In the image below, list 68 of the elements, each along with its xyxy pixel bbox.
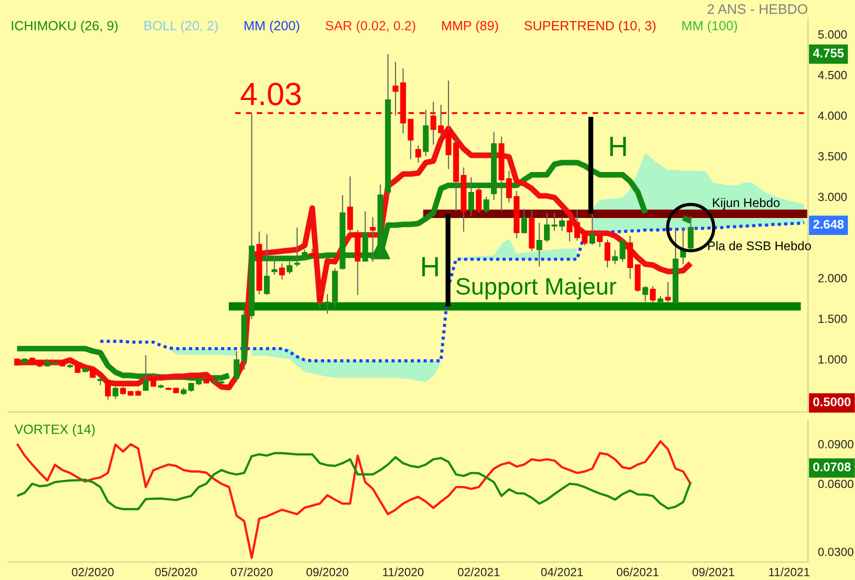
annotation: 4.755 bbox=[812, 48, 844, 58]
ref-line-label: 4.03 bbox=[240, 82, 301, 106]
x-tick-label: 04/2021 bbox=[541, 568, 583, 576]
text: MM (200) bbox=[244, 20, 300, 33]
y-tick-label: 0.0600 bbox=[818, 480, 854, 488]
x-tick-label: 09/2021 bbox=[692, 568, 734, 576]
legend-label: MMP (89) bbox=[442, 20, 498, 33]
candlestick bbox=[150, 372, 156, 388]
legend-label: BOLL (20, 2) bbox=[144, 20, 218, 33]
candlestick bbox=[650, 286, 656, 303]
candlestick bbox=[279, 262, 285, 280]
candlestick bbox=[347, 176, 353, 234]
annotation: 2.648 bbox=[813, 220, 844, 229]
candlestick bbox=[294, 227, 300, 268]
y-tick-label: 0.0900 bbox=[818, 440, 854, 448]
candlestick bbox=[536, 222, 542, 268]
x-tick-label: 11/2020 bbox=[383, 568, 424, 576]
annotation: H bbox=[422, 257, 438, 276]
candlestick bbox=[604, 239, 610, 268]
text: 0.0708 bbox=[813, 462, 851, 472]
x-tick-label: 11/2021 bbox=[769, 568, 810, 576]
candlestick bbox=[665, 281, 671, 303]
candlestick bbox=[105, 378, 111, 400]
line-series bbox=[16, 452, 692, 510]
y-tick-label: 4.000 bbox=[818, 112, 847, 120]
line-series bbox=[16, 440, 692, 559]
candlestick bbox=[264, 234, 270, 296]
candlestick bbox=[468, 176, 474, 217]
text: 0.5000 bbox=[813, 397, 851, 406]
candlestick bbox=[566, 217, 572, 242]
candlestick bbox=[642, 286, 648, 302]
text: ICHIMOKU (26, 9) bbox=[12, 20, 118, 33]
candlestick bbox=[90, 366, 96, 378]
y-tick-label: 5.000 bbox=[818, 30, 847, 39]
y-tick-label: 1.000 bbox=[818, 355, 847, 364]
y-tick-label: 1.500 bbox=[818, 314, 847, 323]
x-tick-label: 02/2021 bbox=[458, 568, 500, 576]
text: SUPERTREND (10, 3) bbox=[524, 20, 656, 33]
y-tick-label: 3.000 bbox=[818, 192, 847, 202]
y-tick-label: 4.500 bbox=[818, 70, 847, 80]
candlestick bbox=[415, 144, 422, 164]
x-tick-label: 07/2020 bbox=[230, 568, 273, 576]
legend-label: SAR (0.02, 0.2) bbox=[326, 20, 416, 33]
y-tick-label: 0.0300 bbox=[818, 548, 854, 556]
candlestick bbox=[286, 261, 292, 274]
candlestick bbox=[476, 187, 482, 214]
candlestick bbox=[316, 292, 323, 310]
x-tick-label: 09/2020 bbox=[306, 568, 348, 576]
x-tick-label: 05/2020 bbox=[155, 568, 197, 576]
candlestick bbox=[574, 209, 580, 242]
ref-line-label: Support Majeur bbox=[456, 277, 616, 300]
candlestick bbox=[582, 229, 588, 246]
y-tick-label: 2.000 bbox=[818, 274, 847, 282]
candlestick bbox=[408, 118, 414, 160]
annotation: H bbox=[610, 136, 626, 156]
x-tick-label: 06/2021 bbox=[616, 568, 658, 576]
legend-label: MM (100) bbox=[682, 20, 738, 33]
candlestick bbox=[112, 386, 118, 400]
candlestick bbox=[370, 216, 376, 262]
candlestick bbox=[521, 208, 528, 234]
chart-title: 2 ANS - HEBDO bbox=[708, 4, 808, 14]
candlestick bbox=[483, 196, 490, 214]
y-tick-label: 3.500 bbox=[818, 152, 847, 160]
chart-title: VORTEX (14) bbox=[14, 424, 95, 437]
candlestick bbox=[596, 229, 603, 248]
ref-line-label: Kijun Hebdo bbox=[713, 198, 780, 210]
x-tick-label: 02/2020 bbox=[72, 568, 114, 576]
candlestick bbox=[272, 255, 278, 276]
